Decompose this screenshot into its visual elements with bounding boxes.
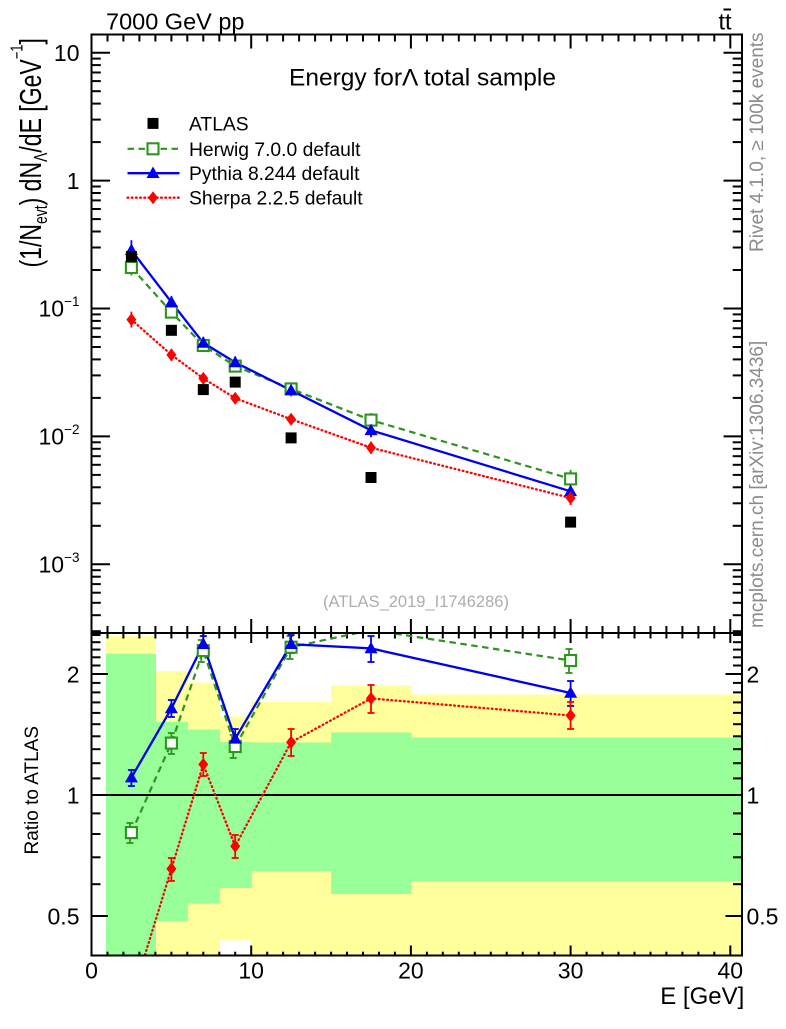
svg-text:10: 10 — [54, 40, 80, 66]
svg-text:(ATLAS_2019_I1746286): (ATLAS_2019_I1746286) — [323, 593, 509, 611]
svg-text:10: 10 — [238, 957, 264, 983]
svg-text:Ratio to ATLAS: Ratio to ATLAS — [22, 726, 43, 855]
svg-text:10−3: 10−3 — [39, 550, 80, 578]
svg-text:Sherpa 2.2.5 default: Sherpa 2.2.5 default — [189, 189, 363, 210]
svg-text:30: 30 — [558, 957, 584, 983]
svg-text:Herwig 7.0.0 default: Herwig 7.0.0 default — [189, 140, 361, 161]
svg-text:20: 20 — [398, 957, 424, 983]
svg-text:0.5: 0.5 — [48, 904, 80, 930]
svg-text:40: 40 — [718, 957, 744, 983]
svg-text:Rivet 4.1.0, ≥ 100k events: Rivet 4.1.0, ≥ 100k events — [747, 32, 768, 252]
svg-text:2: 2 — [67, 662, 80, 688]
svg-text:1: 1 — [747, 783, 760, 809]
svg-text:tt: tt — [719, 8, 733, 34]
svg-text:Pythia 8.244 default: Pythia 8.244 default — [189, 164, 360, 185]
svg-text:0: 0 — [85, 957, 98, 983]
svg-text:mcplots.cern.ch [arXiv:1306.34: mcplots.cern.ch [arXiv:1306.3436] — [747, 341, 768, 628]
svg-text:1: 1 — [67, 168, 80, 194]
svg-text:2: 2 — [747, 662, 760, 688]
svg-text:ATLAS: ATLAS — [189, 114, 249, 135]
svg-text:1: 1 — [67, 783, 80, 809]
svg-text:Energy forΛ total sample: Energy forΛ total sample — [289, 65, 556, 92]
svg-text:E [GeV]: E [GeV] — [660, 983, 744, 1010]
svg-text:7000 GeV pp: 7000 GeV pp — [106, 8, 245, 34]
svg-text:0.5: 0.5 — [747, 904, 779, 930]
